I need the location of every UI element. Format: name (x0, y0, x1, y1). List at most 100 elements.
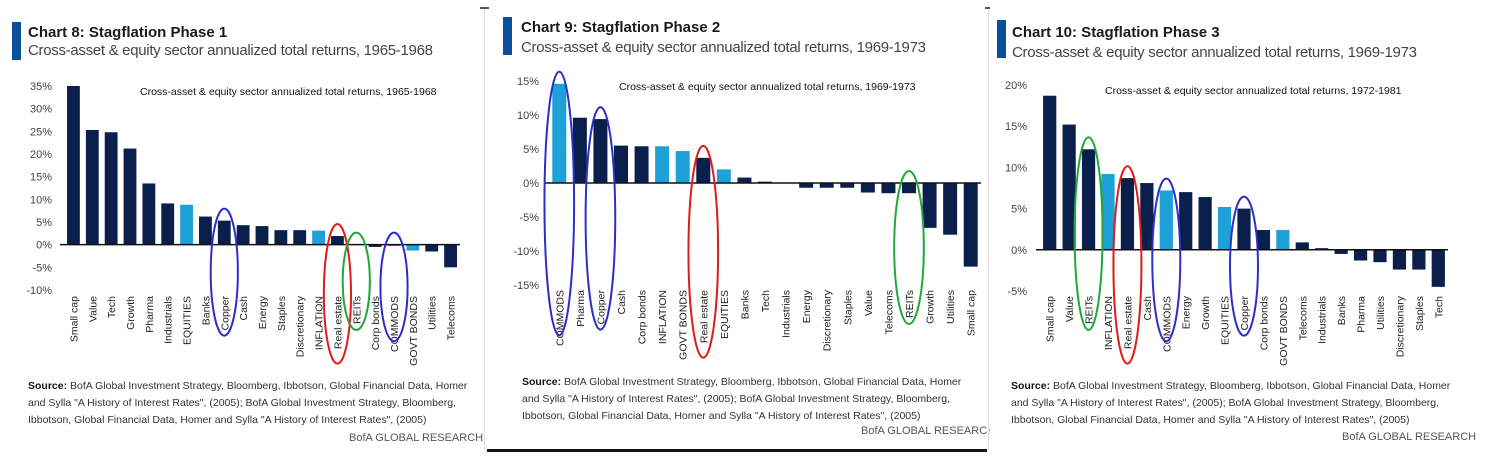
bar-utilities (1373, 249, 1387, 263)
y-tick-label: -10% (513, 246, 539, 258)
y-tick-label: 35% (30, 81, 52, 93)
x-tick-label: Real estate (698, 290, 710, 343)
x-tick-label: Industrials (781, 290, 793, 338)
y-tick-label: 15% (517, 76, 539, 88)
x-tick-label: Utilities (945, 290, 957, 324)
bar-copper (217, 220, 231, 245)
x-tick-label: Telecoms (883, 290, 895, 334)
bar-value (860, 183, 875, 193)
x-tick-label: Value (863, 290, 875, 316)
bar-chart-svg: Cross-asset & equity sector annualized t… (1005, 80, 1448, 366)
bar-commods (1159, 190, 1173, 250)
x-tick-label: Tech (1433, 296, 1445, 318)
bar-inflation (1101, 173, 1115, 250)
x-tick-label: Cash (238, 296, 250, 321)
x-tick-label: INFLATION (314, 296, 326, 350)
x-tick-label: Small cap (68, 296, 80, 342)
x-tick-label: Copper (595, 290, 607, 325)
bar-inflation (312, 230, 325, 245)
y-tick-label: -5% (1007, 286, 1027, 298)
bar-growth (1198, 197, 1212, 250)
divider (988, 10, 989, 450)
x-tick-label: Banks (200, 296, 212, 325)
bar-telecoms (881, 183, 896, 194)
y-tick-label: -10% (26, 285, 52, 297)
chart-subtitle: Cross-asset & equity sector annualized t… (1012, 44, 1417, 61)
highlight-circle-real-estate (687, 144, 720, 359)
x-tick-label: Value (1064, 296, 1076, 322)
x-tick-label: COMMODS (389, 296, 401, 352)
bar-growth (123, 148, 137, 245)
bar-utilities (943, 183, 958, 235)
bar-utilities (425, 244, 439, 252)
source-note: Source: BofA Global Investment Strategy,… (1011, 378, 1451, 429)
x-tick-label: REITs (1084, 296, 1096, 324)
x-tick-label: Growth (125, 296, 137, 330)
source-text: BofA Global Investment Strategy, Bloombe… (522, 376, 962, 422)
bar-small-cap (1043, 95, 1057, 250)
x-tick-label: Utilities (427, 296, 439, 330)
x-tick-label: Copper (1239, 296, 1251, 331)
bar-energy (255, 226, 269, 245)
bar-pharma (142, 183, 156, 245)
bar-inflation (655, 146, 670, 183)
bar-small-cap (963, 183, 978, 267)
bar-corp-bonds (1256, 230, 1271, 250)
bar-reits (902, 183, 916, 194)
source-label: Source: (522, 376, 562, 388)
source-note: Source: BofA Global Investment Strategy,… (522, 374, 962, 425)
chart-subtitle: Cross-asset & equity sector annualized t… (521, 39, 926, 56)
accent-bar (12, 22, 21, 60)
highlight-circle-copper (209, 207, 239, 337)
bar-copper (593, 119, 608, 183)
x-tick-label: Banks (739, 290, 751, 319)
source-label: Source: (28, 380, 68, 392)
bar-growth (922, 183, 937, 228)
bar-discretionary (819, 183, 834, 188)
bar-value (1062, 124, 1076, 250)
x-tick-label: Real estate (332, 296, 344, 349)
x-tick-label: GOVT BONDS (678, 290, 690, 360)
bar-corp-bonds (368, 244, 382, 247)
bar-energy (799, 183, 814, 188)
highlight-circle-real-estate (322, 223, 353, 365)
bar-real-estate (331, 236, 344, 245)
x-tick-label: Growth (1200, 296, 1212, 330)
x-tick-label: Energy (257, 295, 269, 329)
x-tick-label: EQUITIES (719, 290, 731, 339)
accent-bar (997, 20, 1006, 58)
bar-real-estate (696, 157, 711, 183)
bar-govt-bonds (675, 151, 690, 183)
x-tick-label: Industrials (163, 296, 175, 344)
highlight-circle-copper (584, 106, 617, 331)
x-tick-label: COMMODS (554, 290, 566, 346)
source-note: Source: BofA Global Investment Strategy,… (28, 378, 468, 429)
highlight-circle-commods (543, 70, 576, 337)
x-tick-label: Discretionary (1394, 295, 1406, 357)
bar-copper (1237, 208, 1251, 250)
x-tick-label: Value (87, 296, 99, 322)
y-tick-label: -5% (519, 212, 539, 224)
x-tick-label: Small cap (1045, 296, 1057, 342)
x-tick-label: REITs (351, 296, 363, 324)
x-tick-label: Pharma (144, 296, 156, 333)
bar-staples (1412, 249, 1426, 270)
chart-panel-9: Chart 9: Stagflation Phase 2 Cross-asset… (489, 0, 995, 459)
bar-pharma (1353, 249, 1368, 261)
bar-banks (1334, 249, 1348, 254)
y-tick-label: 10% (517, 110, 539, 122)
bar-corp-bonds (634, 146, 649, 183)
x-tick-label: Staples (276, 296, 288, 331)
x-tick-label: Tech (106, 296, 118, 318)
y-tick-label: 15% (30, 172, 52, 184)
source-text: BofA Global Investment Strategy, Bloombe… (1011, 380, 1451, 426)
y-tick-label: 5% (36, 217, 52, 229)
y-tick-label: 5% (1011, 204, 1027, 216)
bar-reits (1081, 149, 1096, 250)
inner-chart-title: Cross-asset & equity sector annualized t… (140, 86, 437, 98)
bar-small-cap (67, 86, 80, 245)
x-tick-label: INFLATION (1103, 296, 1115, 350)
x-tick-label: Utilities (1375, 296, 1387, 330)
bar-staples (840, 183, 855, 188)
bar-energy (1179, 192, 1193, 250)
